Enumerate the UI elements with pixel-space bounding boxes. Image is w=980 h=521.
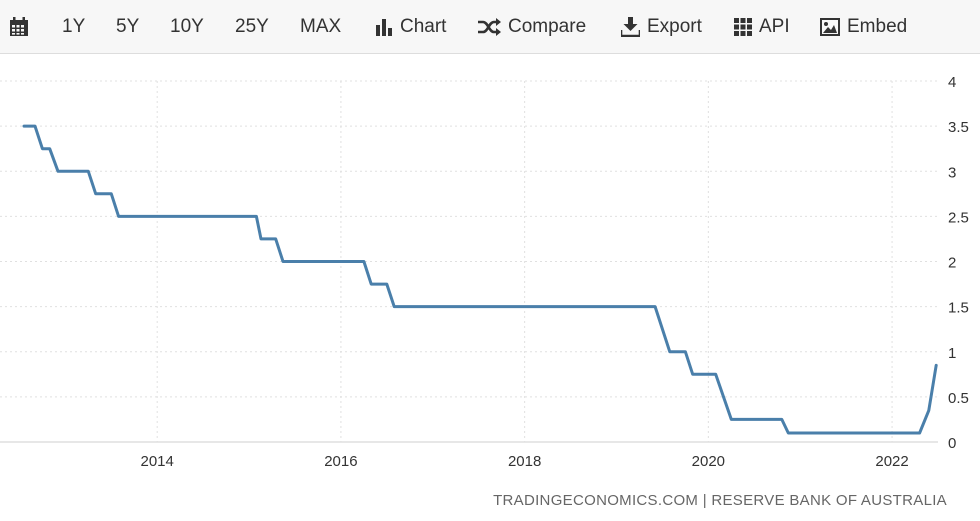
range-5y-button[interactable]: 5Y (116, 0, 139, 53)
shuffle-icon (477, 17, 501, 36)
y-tick-label: 2.5 (948, 209, 969, 226)
x-tick-label: 2020 (692, 453, 725, 470)
export-button[interactable]: Export (621, 0, 702, 53)
range-25y-button[interactable]: 25Y (235, 0, 269, 53)
compare-label: Compare (508, 15, 587, 37)
range-max-label: MAX (300, 15, 342, 37)
y-tick-label: 2 (948, 255, 956, 272)
range-25y-label: 25Y (235, 15, 269, 37)
toolbar: 1Y 5Y 10Y 25Y MAX Chart Compare Expor (0, 0, 980, 54)
image-icon (820, 17, 840, 36)
y-tick-label: 4 (948, 74, 956, 91)
source-attribution: TRADINGECONOMICS.COM | RESERVE BANK OF A… (493, 492, 947, 509)
chart-button[interactable]: Chart (375, 0, 446, 53)
y-tick-label: 1.5 (948, 300, 969, 317)
api-label: API (759, 15, 790, 37)
embed-button[interactable]: Embed (820, 0, 907, 53)
embed-label: Embed (847, 15, 908, 37)
range-1y-label: 1Y (62, 15, 86, 37)
x-tick-label: 2014 (141, 453, 174, 470)
y-tick-label: 3.5 (948, 119, 969, 136)
range-10y-button[interactable]: 10Y (170, 0, 204, 53)
y-tick-label: 0 (948, 435, 956, 452)
chart-label: Chart (400, 15, 447, 37)
compare-button[interactable]: Compare (477, 0, 586, 53)
calendar-button[interactable] (9, 0, 36, 53)
export-label: Export (647, 15, 702, 37)
x-tick-label: 2018 (508, 453, 541, 470)
y-tick-label: 0.5 (948, 390, 969, 407)
line-chart: 0 0.5 1 1.5 2 2.5 3 3.5 4 2014 2016 2018 2020 2022 (0, 74, 969, 470)
range-max-button[interactable]: MAX (300, 0, 341, 53)
range-5y-label: 5Y (116, 15, 140, 37)
y-tick-label: 3 (948, 164, 956, 181)
x-tick-label: 2016 (324, 453, 357, 470)
y-tick-label: 1 (948, 345, 956, 362)
bar-chart-icon (375, 18, 393, 36)
range-1y-button[interactable]: 1Y (62, 0, 85, 53)
grid-icon (734, 17, 752, 36)
series-line (22, 124, 938, 435)
api-button[interactable]: API (734, 0, 790, 53)
calendar-icon (9, 16, 29, 37)
download-icon (621, 16, 640, 37)
x-tick-label: 2022 (875, 453, 908, 470)
range-10y-label: 10Y (170, 15, 204, 37)
